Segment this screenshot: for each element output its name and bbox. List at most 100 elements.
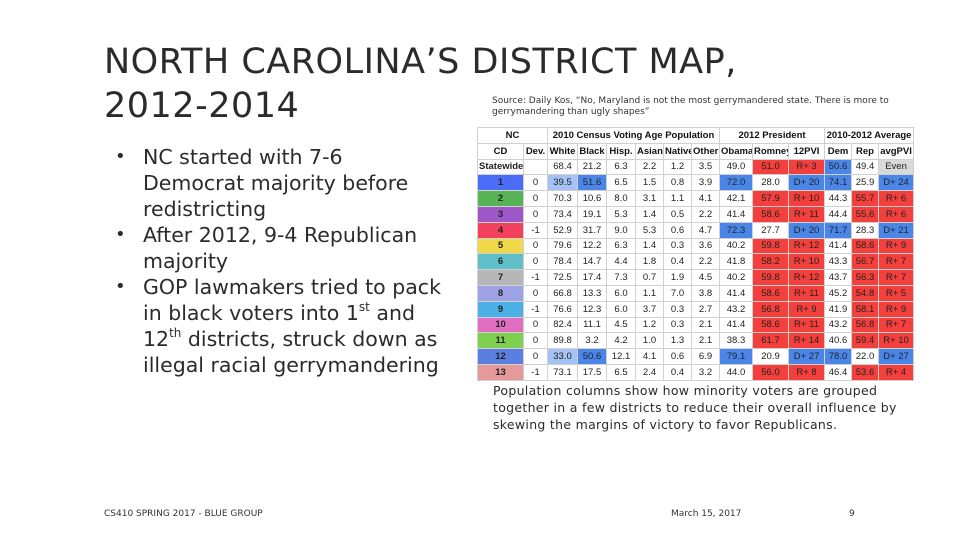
table-row: 3 0 73.4 19.1 5.3 1.4 0.5 2.2 41.4 58.6 R+ 11 44.4 5… <box>477 205 915 223</box>
table-cell: 59.4 <box>851 332 880 350</box>
table-cell: 12.1 <box>606 348 637 365</box>
table-cell: R+ 12 <box>788 269 826 286</box>
table-cell: 5 <box>477 237 524 255</box>
table-cell: 59.8 <box>752 237 790 255</box>
table-cell: 41.4 <box>824 237 853 255</box>
table-cell: 2.2 <box>691 253 721 271</box>
table-cell: 0.3 <box>663 237 693 255</box>
table-cell: 58.6 <box>752 316 790 334</box>
table-cell: 0.6 <box>663 221 693 239</box>
table-cell: 3.7 <box>635 300 665 318</box>
table-cell: 10 <box>477 316 524 334</box>
table-group-header: 2010-2012 Average <box>824 127 915 144</box>
table-cell: 1.3 <box>663 332 693 350</box>
table-row: 12 0 33.0 50.6 12.1 4.1 0.6 6.9 79.1 20.9 D+ 27 78.… <box>477 348 915 365</box>
table-cell: 38.3 <box>719 332 754 350</box>
table-cell: 49.0 <box>719 158 754 176</box>
table-cell: 58.1 <box>851 300 880 318</box>
table-cell: 4.1 <box>691 190 721 207</box>
table-cell: R+ 5 <box>878 284 915 302</box>
table-cell: 1.5 <box>635 174 665 192</box>
table-column-header: Dem <box>824 142 853 160</box>
table-cell: 20.9 <box>752 348 790 365</box>
bullet-text: GOP lawmakers tried to pack in black vot… <box>143 275 441 325</box>
table-row: 11 0 89.8 3.2 4.2 1.0 1.3 2.1 38.3 61.7 R+ 14 40.6 5… <box>477 332 915 350</box>
table-cell: 89.8 <box>547 332 579 350</box>
table-cell: 8 <box>477 284 524 302</box>
table-row: 6 0 78.4 14.7 4.4 1.8 0.4 2.2 41.8 58.2 R+ 10 43.3 5… <box>477 253 915 271</box>
table-cell: 51.0 <box>752 158 790 176</box>
table-cell: 1.1 <box>635 284 665 302</box>
table-group-header-row: NC 2010 Census Voting Age Population 2012 … <box>476 127 915 144</box>
superscript: th <box>169 326 182 340</box>
table-cell: 41.9 <box>824 300 853 318</box>
table-cell: 11 <box>477 332 524 350</box>
table-column-header: CD <box>477 142 524 160</box>
table-cell: 4.4 <box>606 253 637 271</box>
table-cell: 41.8 <box>719 253 754 271</box>
table-cell: 68.4 <box>547 158 579 176</box>
table-cell: 17.4 <box>577 269 608 286</box>
table-cell: 72.0 <box>719 174 754 192</box>
table-column-header: Asian <box>635 142 665 160</box>
table-cell: 41.4 <box>719 205 754 223</box>
table-cell: 0.6 <box>663 348 693 365</box>
table-cell: 82.4 <box>547 316 579 334</box>
table-cell: 40.2 <box>719 237 754 255</box>
table-cell: 3.9 <box>691 174 721 192</box>
table-cell: 6.3 <box>606 158 637 176</box>
table-cell: 2 <box>477 190 524 207</box>
table-row: 13 -1 73.1 17.5 6.5 2.4 0.4 3.2 44.0 56.0 R+ 8 46.4… <box>477 363 915 381</box>
table-cell: 72.5 <box>547 269 579 286</box>
table-row: 7 -1 72.5 17.4 7.3 0.7 1.9 4.5 40.2 59.8 R+ 12 43.7… <box>477 269 915 286</box>
table-column-header: Dev. <box>522 142 549 160</box>
table-cell: R+ 7 <box>878 316 915 334</box>
table-cell: 49.4 <box>851 158 880 176</box>
table-cell: 6.5 <box>606 363 637 381</box>
table-cell: 1.4 <box>635 205 665 223</box>
table-cell: 4.5 <box>691 269 721 286</box>
table-cell: R+ 9 <box>878 300 915 318</box>
table-cell: 73.1 <box>547 363 579 381</box>
table-cell: 31.7 <box>577 221 608 239</box>
table-cell: 44.0 <box>719 363 754 381</box>
table-caption: Population columns show how minority vot… <box>493 383 897 432</box>
table-cell: R+ 10 <box>788 190 826 207</box>
table-cell: 10.6 <box>577 190 608 207</box>
table-cell: R+ 7 <box>878 269 915 286</box>
table-cell: 56.8 <box>752 300 790 318</box>
table-cell: R+ 9 <box>878 237 915 255</box>
table-cell: 46.4 <box>824 363 853 381</box>
table-cell: 2.1 <box>691 332 721 350</box>
table-cell: 56.3 <box>851 269 880 286</box>
table-cell: 0 <box>522 284 549 302</box>
table-cell: Statewide <box>477 158 524 176</box>
table-cell: -1 <box>522 300 549 318</box>
table-cell: 0 <box>522 205 549 223</box>
table-column-header: Rep <box>851 142 880 160</box>
table-cell: 6.5 <box>606 174 637 192</box>
table-cell: 12.3 <box>577 300 608 318</box>
table-column-header: Native <box>663 142 693 160</box>
table-column-header: Other <box>691 142 721 160</box>
table-cell: 0 <box>522 253 549 271</box>
slide-title: NORTH CAROLINA’S DISTRICT MAP, 2012-2014 <box>104 40 804 128</box>
table-cell: 50.6 <box>824 158 853 176</box>
table-cell: D+ 27 <box>878 348 915 365</box>
table-cell: 8.0 <box>606 190 637 207</box>
table-cell: 0 <box>522 190 549 207</box>
table-column-header: Obama <box>719 142 754 160</box>
table-cell: 3 <box>477 205 524 223</box>
table-cell: 1 <box>477 174 524 192</box>
table-cell: 2.7 <box>691 300 721 318</box>
table-cell: 1.1 <box>663 190 693 207</box>
table-cell: 0.3 <box>663 316 693 334</box>
table-cell: D+ 20 <box>788 221 826 239</box>
table-cell: 0 <box>522 316 549 334</box>
table-cell: R+ 4 <box>878 363 915 381</box>
table-cell: 58.6 <box>851 237 880 255</box>
table-cell: 76.6 <box>547 300 579 318</box>
table-cell: 28.3 <box>851 221 880 239</box>
table-cell: 19.1 <box>577 205 608 223</box>
table-cell: 5.3 <box>635 221 665 239</box>
